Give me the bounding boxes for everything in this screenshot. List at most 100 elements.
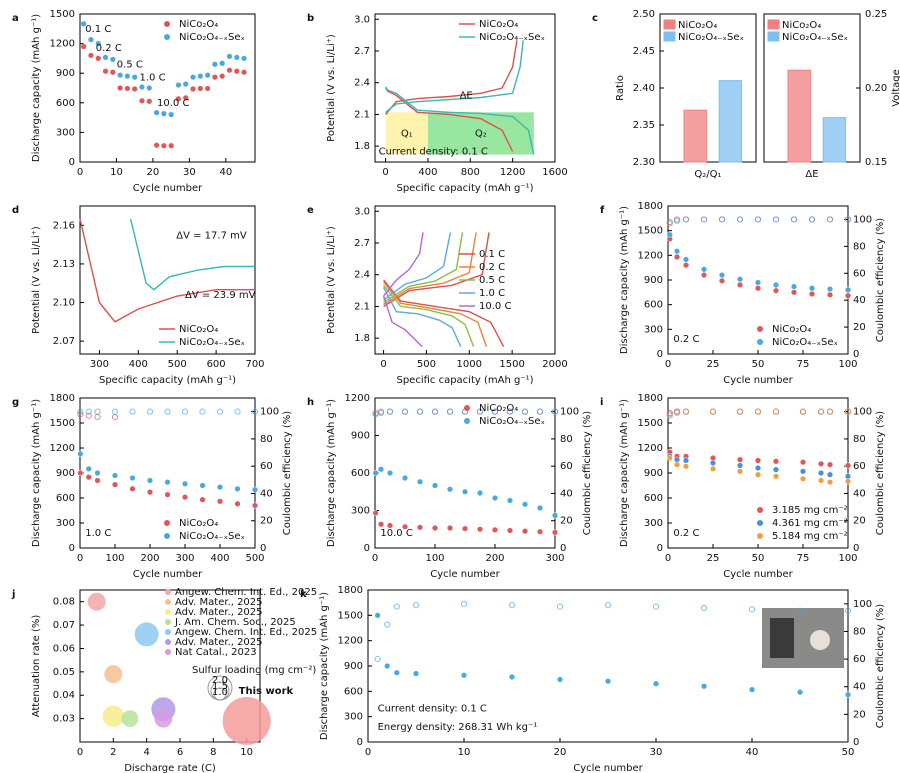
- x-tick-label: 800: [461, 167, 480, 178]
- point: [109, 56, 116, 63]
- ce-marker: [377, 409, 385, 417]
- y-axis-label: Discharge capacity (mAh g⁻¹): [619, 399, 630, 547]
- point: [109, 69, 116, 76]
- point: [234, 500, 241, 507]
- x-tick-label: 200: [485, 553, 504, 564]
- line: [79, 218, 255, 323]
- point: [146, 84, 153, 91]
- point: [737, 468, 744, 475]
- line: [382, 232, 462, 347]
- point: [181, 494, 188, 501]
- y2-tick-label: 20: [853, 322, 866, 333]
- legend-label: 0.2 C: [479, 262, 505, 273]
- y2-tick-label: 0.15: [865, 157, 887, 168]
- legend-label: 3.185 mg cm⁻²: [772, 505, 848, 516]
- annotation: 1.0 C: [140, 73, 166, 84]
- annotation: 0.1 C: [85, 24, 111, 35]
- y-tick-label: 1200: [638, 250, 663, 261]
- point: [674, 461, 681, 468]
- x-axis-label: Specific capacity (mAh g⁻¹): [396, 375, 533, 386]
- ce-marker: [491, 408, 499, 415]
- point: [251, 502, 258, 509]
- ce-marker: [416, 408, 424, 415]
- x-tick-label: 100: [838, 553, 857, 564]
- x-tick-label: 40: [746, 747, 759, 758]
- point: [461, 672, 468, 679]
- point: [374, 612, 381, 619]
- y-tick-label: 1200: [345, 393, 370, 404]
- y2-tick-label: 0: [260, 543, 266, 554]
- y-axis-label: Discharge capacity (mAh g⁻¹): [619, 206, 630, 354]
- legend-swatch: [165, 589, 171, 595]
- point: [417, 478, 424, 485]
- x-tick-label: 500: [168, 359, 187, 370]
- ce-marker: [129, 408, 136, 415]
- point: [153, 109, 160, 116]
- point: [417, 524, 424, 531]
- point: [800, 459, 807, 466]
- point: [507, 527, 514, 534]
- point: [111, 481, 118, 488]
- ce-marker: [682, 216, 690, 223]
- legend-label: NiCo₂O₄₋ₓSeₓ: [772, 337, 838, 348]
- x-tick-label: 50: [752, 359, 765, 370]
- x-tick-label: 400: [210, 553, 229, 564]
- ce-marker: [673, 409, 681, 417]
- point: [773, 287, 780, 294]
- y-tick-label: 2.16: [53, 220, 75, 231]
- legend-label: Angew. Chem. Int. Ed., 2025: [175, 627, 317, 638]
- panel-label: d: [12, 205, 19, 216]
- y-tick-label: 0.06: [53, 643, 75, 654]
- point: [234, 485, 241, 492]
- point: [773, 466, 780, 473]
- x-tick-label: 0: [77, 167, 83, 178]
- point: [674, 456, 681, 463]
- point: [827, 291, 834, 298]
- legend-label: Adv. Mater., 2025: [175, 607, 263, 618]
- point: [251, 486, 258, 493]
- legend-label: NiCo₂O₄: [479, 19, 518, 30]
- y-tick-label: 0: [657, 349, 663, 360]
- legend-label: NiCo₂O₄₋ₓSeₓ: [179, 531, 245, 542]
- point: [402, 523, 409, 530]
- point: [204, 85, 211, 92]
- panel-label: f: [600, 205, 605, 216]
- ce-marker: [146, 408, 154, 415]
- legend-swatch: [663, 19, 676, 30]
- y-axis-label: Potential (V vs. Li/Li⁺): [326, 226, 337, 334]
- legend-swatch: [767, 31, 780, 42]
- point: [537, 505, 544, 512]
- y-tick-label: 600: [344, 686, 363, 697]
- legend-label: NiCo₂O₄₋ₓSeₓ: [479, 416, 545, 427]
- point: [462, 488, 469, 495]
- point: [701, 272, 708, 279]
- device-photo: [762, 608, 844, 668]
- point: [146, 489, 153, 496]
- point: [387, 470, 394, 477]
- legend-label: NiCo₂O₄: [782, 20, 821, 31]
- line: [129, 218, 255, 291]
- point: [845, 286, 852, 293]
- y-tick-label: 900: [56, 68, 75, 79]
- legend-label: 10.0 C: [479, 301, 511, 312]
- point: [160, 110, 167, 117]
- x-tick-label: 25: [707, 359, 720, 370]
- point: [719, 277, 726, 284]
- y-tick-label: 900: [644, 275, 663, 286]
- x-tick-label: 20: [147, 167, 160, 178]
- y2-tick-label: 0.25: [865, 9, 887, 20]
- x-tick-label: 0: [382, 167, 388, 178]
- x-tick-label: 50: [842, 747, 855, 758]
- y-axis-label: Ratio: [615, 75, 626, 101]
- point: [175, 82, 182, 89]
- legend-swatch: [757, 507, 763, 513]
- plot-frame: [79, 13, 256, 163]
- point: [522, 501, 529, 508]
- point: [827, 471, 834, 478]
- legend-label: 5.184 mg cm⁻²: [772, 531, 848, 542]
- point: [233, 68, 240, 75]
- ce-marker: [826, 216, 834, 223]
- y-tick-label: 1500: [638, 226, 663, 237]
- y-tick-label: 3.0: [354, 206, 370, 217]
- y-tick-label: 2.30: [633, 157, 655, 168]
